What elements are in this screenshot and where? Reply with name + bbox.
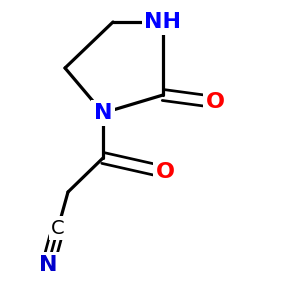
Text: N: N xyxy=(39,255,57,275)
Text: O: O xyxy=(206,92,224,112)
Text: N: N xyxy=(94,103,112,123)
Text: NH: NH xyxy=(145,12,182,32)
Text: C: C xyxy=(51,218,65,238)
Text: O: O xyxy=(155,162,175,182)
